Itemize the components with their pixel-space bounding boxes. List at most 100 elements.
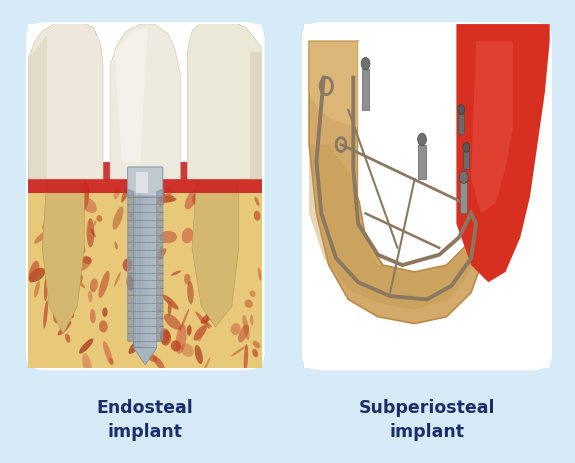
Ellipse shape	[48, 287, 52, 296]
Ellipse shape	[148, 354, 157, 362]
Polygon shape	[157, 303, 163, 311]
Ellipse shape	[238, 325, 249, 343]
Ellipse shape	[49, 293, 53, 299]
Ellipse shape	[128, 338, 143, 354]
Polygon shape	[157, 296, 163, 303]
Ellipse shape	[159, 232, 177, 244]
Ellipse shape	[128, 212, 139, 218]
Ellipse shape	[34, 230, 49, 244]
Ellipse shape	[164, 314, 181, 330]
Ellipse shape	[114, 272, 121, 287]
Ellipse shape	[148, 322, 152, 328]
Ellipse shape	[135, 341, 144, 353]
Ellipse shape	[151, 189, 165, 206]
Ellipse shape	[138, 254, 149, 269]
Polygon shape	[128, 197, 133, 205]
Ellipse shape	[197, 332, 202, 342]
Polygon shape	[128, 205, 133, 213]
Ellipse shape	[155, 197, 177, 203]
Polygon shape	[128, 303, 133, 311]
Ellipse shape	[162, 295, 179, 310]
Circle shape	[459, 172, 468, 184]
Bar	[144, 194, 147, 348]
Ellipse shape	[258, 268, 262, 281]
Ellipse shape	[65, 334, 70, 343]
Ellipse shape	[205, 306, 212, 325]
Ellipse shape	[77, 274, 83, 283]
Ellipse shape	[211, 203, 220, 217]
Ellipse shape	[144, 226, 157, 241]
Bar	[460, 183, 467, 214]
Ellipse shape	[44, 276, 48, 301]
Ellipse shape	[67, 197, 72, 225]
Bar	[28, 163, 262, 194]
Polygon shape	[187, 18, 262, 180]
Ellipse shape	[58, 322, 71, 336]
Ellipse shape	[194, 345, 203, 364]
Polygon shape	[157, 326, 163, 333]
Ellipse shape	[141, 232, 150, 247]
Ellipse shape	[122, 259, 132, 272]
Polygon shape	[471, 42, 513, 214]
Bar	[362, 69, 369, 111]
Ellipse shape	[223, 208, 231, 219]
Ellipse shape	[250, 291, 256, 298]
Polygon shape	[157, 273, 163, 281]
Ellipse shape	[61, 260, 71, 277]
Ellipse shape	[187, 325, 191, 336]
Polygon shape	[157, 197, 163, 205]
Ellipse shape	[182, 228, 193, 244]
Circle shape	[458, 106, 465, 115]
Polygon shape	[128, 311, 133, 319]
Ellipse shape	[143, 300, 162, 312]
Ellipse shape	[29, 268, 45, 282]
FancyBboxPatch shape	[26, 23, 264, 370]
Ellipse shape	[213, 250, 221, 257]
Polygon shape	[128, 190, 133, 197]
Polygon shape	[110, 25, 181, 180]
Ellipse shape	[109, 358, 114, 365]
Ellipse shape	[185, 191, 198, 210]
Bar	[133, 194, 136, 348]
Ellipse shape	[198, 263, 209, 277]
Ellipse shape	[94, 221, 97, 226]
Bar	[458, 114, 464, 135]
Polygon shape	[157, 319, 163, 326]
Ellipse shape	[231, 346, 246, 357]
Ellipse shape	[113, 207, 124, 231]
Ellipse shape	[114, 242, 118, 250]
Bar	[147, 194, 150, 348]
Ellipse shape	[153, 356, 165, 371]
Ellipse shape	[53, 313, 58, 324]
Ellipse shape	[160, 330, 171, 346]
Ellipse shape	[90, 279, 98, 293]
Ellipse shape	[194, 325, 207, 341]
Ellipse shape	[154, 186, 164, 197]
Bar	[137, 194, 140, 348]
Ellipse shape	[184, 274, 191, 285]
Ellipse shape	[87, 219, 94, 248]
Ellipse shape	[217, 280, 228, 305]
Ellipse shape	[126, 275, 133, 291]
Ellipse shape	[211, 209, 223, 223]
Polygon shape	[157, 205, 163, 213]
Ellipse shape	[43, 223, 53, 234]
Ellipse shape	[141, 196, 150, 211]
Polygon shape	[157, 258, 163, 265]
Ellipse shape	[97, 216, 102, 223]
Polygon shape	[157, 228, 163, 235]
Polygon shape	[42, 180, 85, 334]
Polygon shape	[309, 42, 481, 324]
Ellipse shape	[82, 257, 92, 264]
Ellipse shape	[98, 271, 110, 298]
Ellipse shape	[121, 182, 132, 203]
Ellipse shape	[187, 282, 194, 305]
Ellipse shape	[196, 271, 201, 276]
Polygon shape	[133, 348, 157, 365]
Ellipse shape	[203, 357, 210, 372]
Polygon shape	[157, 265, 163, 273]
Polygon shape	[157, 333, 163, 341]
Polygon shape	[157, 220, 163, 228]
Bar	[140, 194, 143, 348]
Ellipse shape	[231, 323, 240, 335]
